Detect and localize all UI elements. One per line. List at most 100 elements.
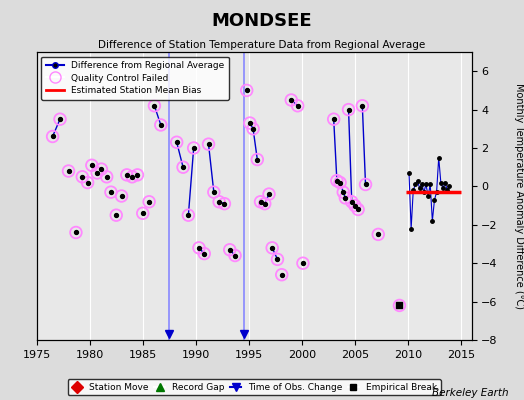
Point: [362, 181, 370, 188]
Point: [112, 212, 121, 218]
Point: [354, 206, 362, 213]
Point: [287, 97, 296, 103]
Point: [243, 87, 251, 94]
Point: [358, 102, 366, 109]
Point: [354, 206, 362, 213]
Point: [260, 200, 269, 207]
Point: [184, 212, 192, 218]
Point: [231, 252, 239, 259]
Point: [93, 170, 101, 176]
Point: [231, 252, 239, 259]
Point: [341, 195, 350, 201]
Point: [190, 145, 198, 151]
Point: [351, 202, 359, 209]
Point: [128, 174, 136, 180]
Point: [117, 193, 126, 199]
Point: [64, 168, 73, 174]
Point: [210, 189, 218, 195]
Point: [341, 195, 350, 201]
Point: [299, 260, 307, 266]
Point: [274, 256, 282, 262]
Point: [157, 122, 165, 128]
Point: [358, 102, 366, 109]
Point: [333, 178, 341, 184]
Point: [268, 245, 276, 251]
Point: [249, 126, 257, 132]
Point: [374, 231, 383, 238]
Point: [172, 139, 181, 146]
Point: [330, 116, 338, 122]
Point: [88, 162, 96, 168]
Point: [362, 181, 370, 188]
Point: [103, 174, 111, 180]
Point: [215, 198, 223, 205]
Point: [256, 198, 265, 205]
Point: [347, 198, 356, 205]
Point: [260, 200, 269, 207]
Point: [246, 120, 254, 126]
Text: Berkeley Earth: Berkeley Earth: [432, 388, 508, 398]
Point: [133, 172, 141, 178]
Point: [256, 198, 265, 205]
Point: [333, 178, 341, 184]
Point: [395, 302, 403, 309]
Point: [172, 139, 181, 146]
Point: [56, 116, 64, 122]
Point: [150, 102, 159, 109]
Point: [339, 189, 347, 195]
Point: [78, 174, 86, 180]
Point: [78, 174, 86, 180]
Point: [374, 231, 383, 238]
Point: [72, 229, 80, 236]
Point: [249, 126, 257, 132]
Point: [72, 229, 80, 236]
Point: [133, 172, 141, 178]
Point: [204, 141, 213, 147]
Point: [293, 102, 302, 109]
Point: [210, 189, 218, 195]
Point: [179, 164, 187, 170]
Point: [97, 166, 105, 172]
Point: [88, 162, 96, 168]
Point: [225, 246, 234, 253]
Point: [107, 189, 115, 195]
Text: Difference of Station Temperature Data from Regional Average: Difference of Station Temperature Data f…: [99, 40, 425, 50]
Point: [336, 179, 344, 186]
Point: [97, 166, 105, 172]
Point: [64, 168, 73, 174]
Point: [103, 174, 111, 180]
Point: [56, 116, 64, 122]
Point: [157, 122, 165, 128]
Text: MONDSEE: MONDSEE: [212, 12, 312, 30]
Point: [265, 191, 273, 197]
Point: [225, 246, 234, 253]
Point: [293, 102, 302, 109]
Point: [395, 302, 403, 309]
Point: [179, 164, 187, 170]
Point: [200, 250, 209, 257]
Point: [184, 212, 192, 218]
Point: [246, 120, 254, 126]
Point: [107, 189, 115, 195]
Point: [200, 250, 209, 257]
Point: [117, 193, 126, 199]
Point: [330, 116, 338, 122]
Y-axis label: Monthly Temperature Anomaly Difference (°C): Monthly Temperature Anomaly Difference (…: [515, 83, 524, 309]
Point: [150, 102, 159, 109]
Point: [145, 198, 154, 205]
Point: [48, 133, 57, 140]
Point: [347, 198, 356, 205]
Point: [138, 210, 147, 216]
Point: [128, 174, 136, 180]
Point: [253, 156, 261, 163]
Point: [215, 198, 223, 205]
Point: [344, 106, 353, 113]
Point: [243, 87, 251, 94]
Point: [123, 172, 131, 178]
Point: [145, 198, 154, 205]
Point: [268, 245, 276, 251]
Point: [344, 106, 353, 113]
Point: [195, 245, 203, 251]
Point: [195, 245, 203, 251]
Point: [299, 260, 307, 266]
